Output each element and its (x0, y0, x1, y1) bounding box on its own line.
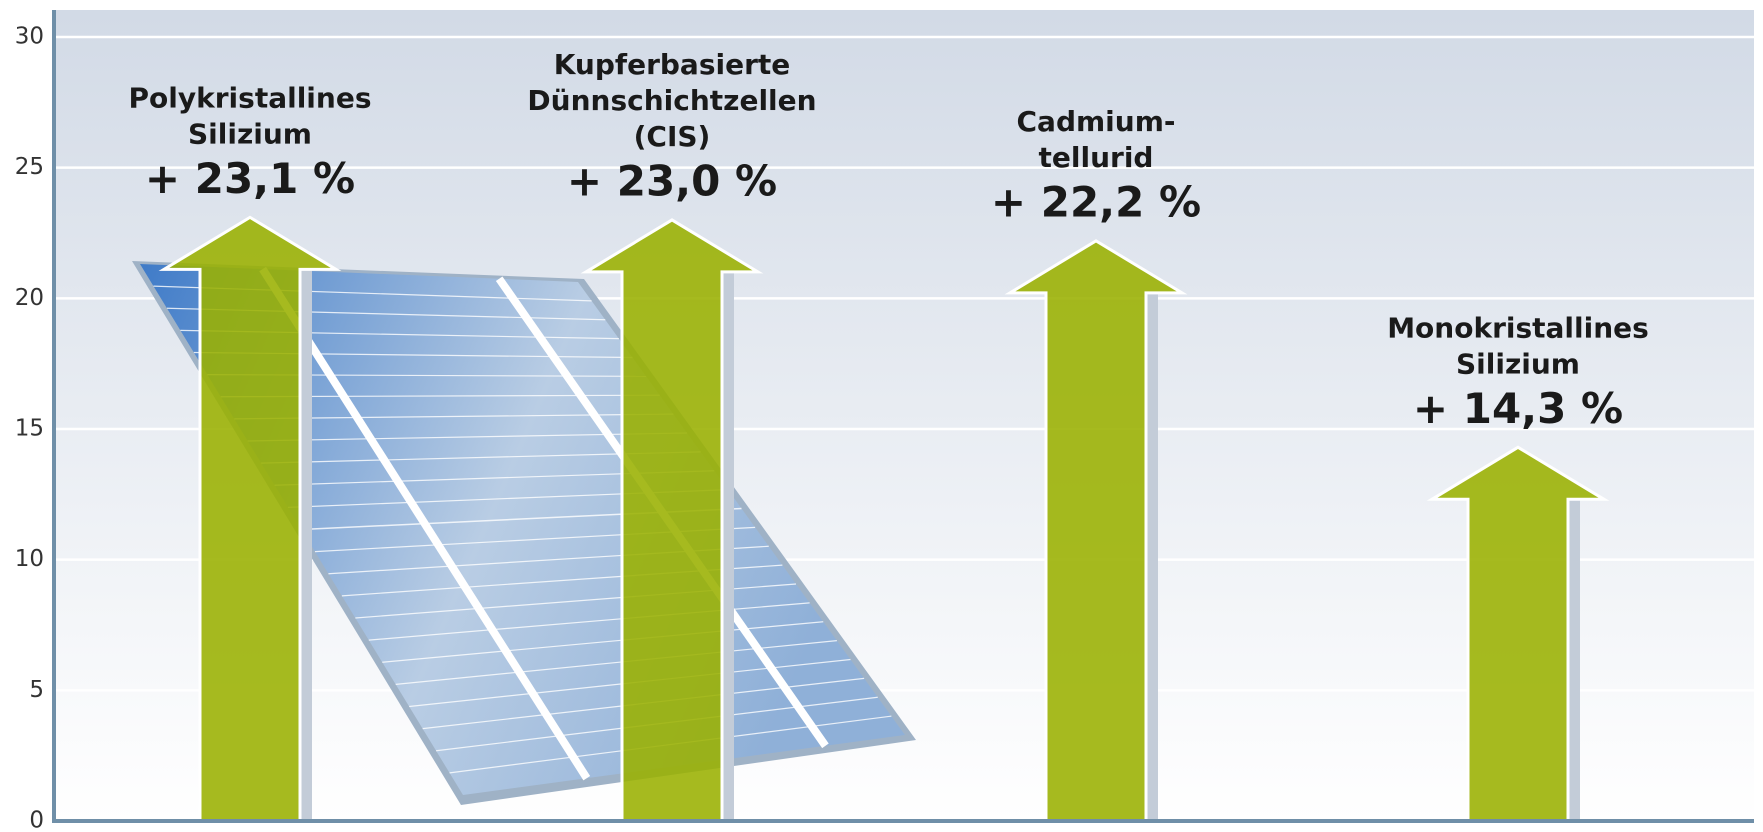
y-tick-label: 20 (15, 285, 44, 311)
arrow-bar (580, 218, 764, 823)
category-label: tellurid (1039, 141, 1154, 174)
category-label: (CIS) (634, 120, 711, 153)
y-tick-label: 0 (29, 808, 44, 832)
arrow-bar (1004, 239, 1188, 823)
category-label: Kupferbasierte (554, 48, 791, 81)
arrows (158, 215, 1610, 823)
y-tick-label: 25 (15, 154, 44, 180)
value-label: + 23,1 % (145, 154, 355, 203)
y-tick-label: 15 (15, 416, 44, 442)
category-label: Dünnschichtzellen (527, 84, 816, 117)
y-tick-label: 5 (29, 677, 44, 703)
arrow-shadow (722, 271, 734, 821)
category-label: Polykristallines (129, 81, 372, 114)
arrow-shadow (1568, 499, 1580, 821)
value-label: + 23,0 % (567, 156, 777, 205)
category-label: Silizium (188, 117, 312, 150)
category-label: Monokristallines (1387, 311, 1649, 344)
panel-strip (259, 266, 591, 781)
value-label: + 22,2 % (991, 177, 1201, 226)
panel-cell-line (368, 602, 810, 641)
category-label: Silizium (1456, 347, 1580, 380)
arrow-bar (1426, 445, 1610, 823)
category-label: Cadmium- (1017, 105, 1176, 138)
arrow-shadow (300, 269, 312, 821)
panel-cell-line (382, 621, 824, 663)
y-tick-label: 10 (15, 546, 44, 572)
arrow-bar (158, 215, 342, 823)
y-tick-label: 30 (15, 24, 44, 50)
panel-cell-line (395, 640, 837, 685)
arrow-shadow (1146, 292, 1158, 822)
value-label: + 14,3 % (1413, 384, 1623, 433)
panel-cell-line (247, 432, 688, 442)
